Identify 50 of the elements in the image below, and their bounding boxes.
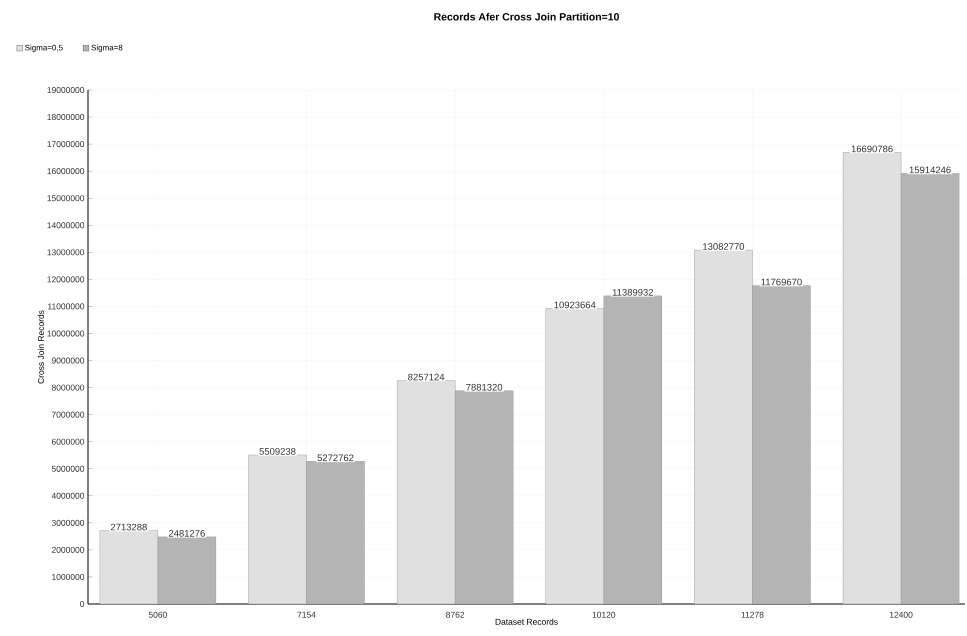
bar: [158, 536, 216, 604]
y-tick-label: 14000000: [47, 222, 84, 228]
x-tick-label: 5060: [148, 612, 167, 618]
bar: [752, 285, 811, 604]
y-tick-label: 7000000: [52, 412, 84, 418]
data-label: 2713288: [110, 524, 147, 530]
y-tick-label: 17000000: [47, 141, 84, 148]
x-tick-label: 12400: [890, 612, 913, 618]
data-label: 8257124: [408, 374, 444, 380]
y-tick-label: 18000000: [47, 114, 84, 120]
bar: [306, 461, 365, 604]
data-label: 11389932: [612, 288, 654, 296]
data-label: 11769670: [761, 278, 802, 286]
x-tick-label: 11278: [742, 612, 764, 618]
y-tick-label: 0: [80, 601, 84, 607]
bar: [694, 250, 753, 604]
x-tick-label: 10120: [592, 612, 616, 618]
y-tick-label: 4000000: [52, 492, 84, 499]
y-tick-label: 5000000: [52, 466, 84, 472]
y-axis-title: Cross Join Records: [38, 310, 44, 384]
x-tick-label: 7154: [298, 612, 316, 618]
data-label: 15914246: [910, 166, 951, 174]
y-tick-label: 15000000: [47, 195, 84, 202]
x-axis-title: Dataset Records: [496, 618, 558, 625]
y-tick-label: 11000000: [48, 303, 84, 310]
y-tick-label: 3000000: [52, 520, 84, 526]
y-tick-label: 13000000: [47, 249, 84, 256]
y-tick-label: 16000000: [47, 168, 84, 174]
y-tick-label: 9000000: [52, 358, 84, 364]
data-label: 10923664: [554, 302, 596, 308]
data-label: 16690786: [852, 146, 893, 152]
bar: [100, 530, 158, 604]
x-tick-label: 8762: [446, 612, 464, 618]
bar: [842, 152, 902, 604]
y-tick-label: 2000000: [52, 546, 84, 553]
y-tick-label: 10000000: [47, 330, 84, 336]
data-label: 5509238: [259, 448, 296, 455]
y-tick-label: 12000000: [47, 276, 84, 282]
bar: [248, 454, 307, 604]
chart-title: Records Afer Cross Join Partition=10: [434, 12, 619, 21]
y-tick-label: 19000000: [47, 87, 84, 93]
data-label: 5272762: [317, 454, 354, 462]
y-tick-label: 6000000: [52, 438, 84, 445]
y-tick-label: 8000000: [52, 384, 84, 391]
bar: [604, 296, 662, 604]
data-label: 7881320: [466, 384, 502, 391]
data-label: 13082770: [703, 243, 744, 250]
y-tick-label: 1000000: [52, 574, 84, 580]
data-label: 2481276: [168, 530, 205, 537]
bar: [396, 380, 456, 604]
